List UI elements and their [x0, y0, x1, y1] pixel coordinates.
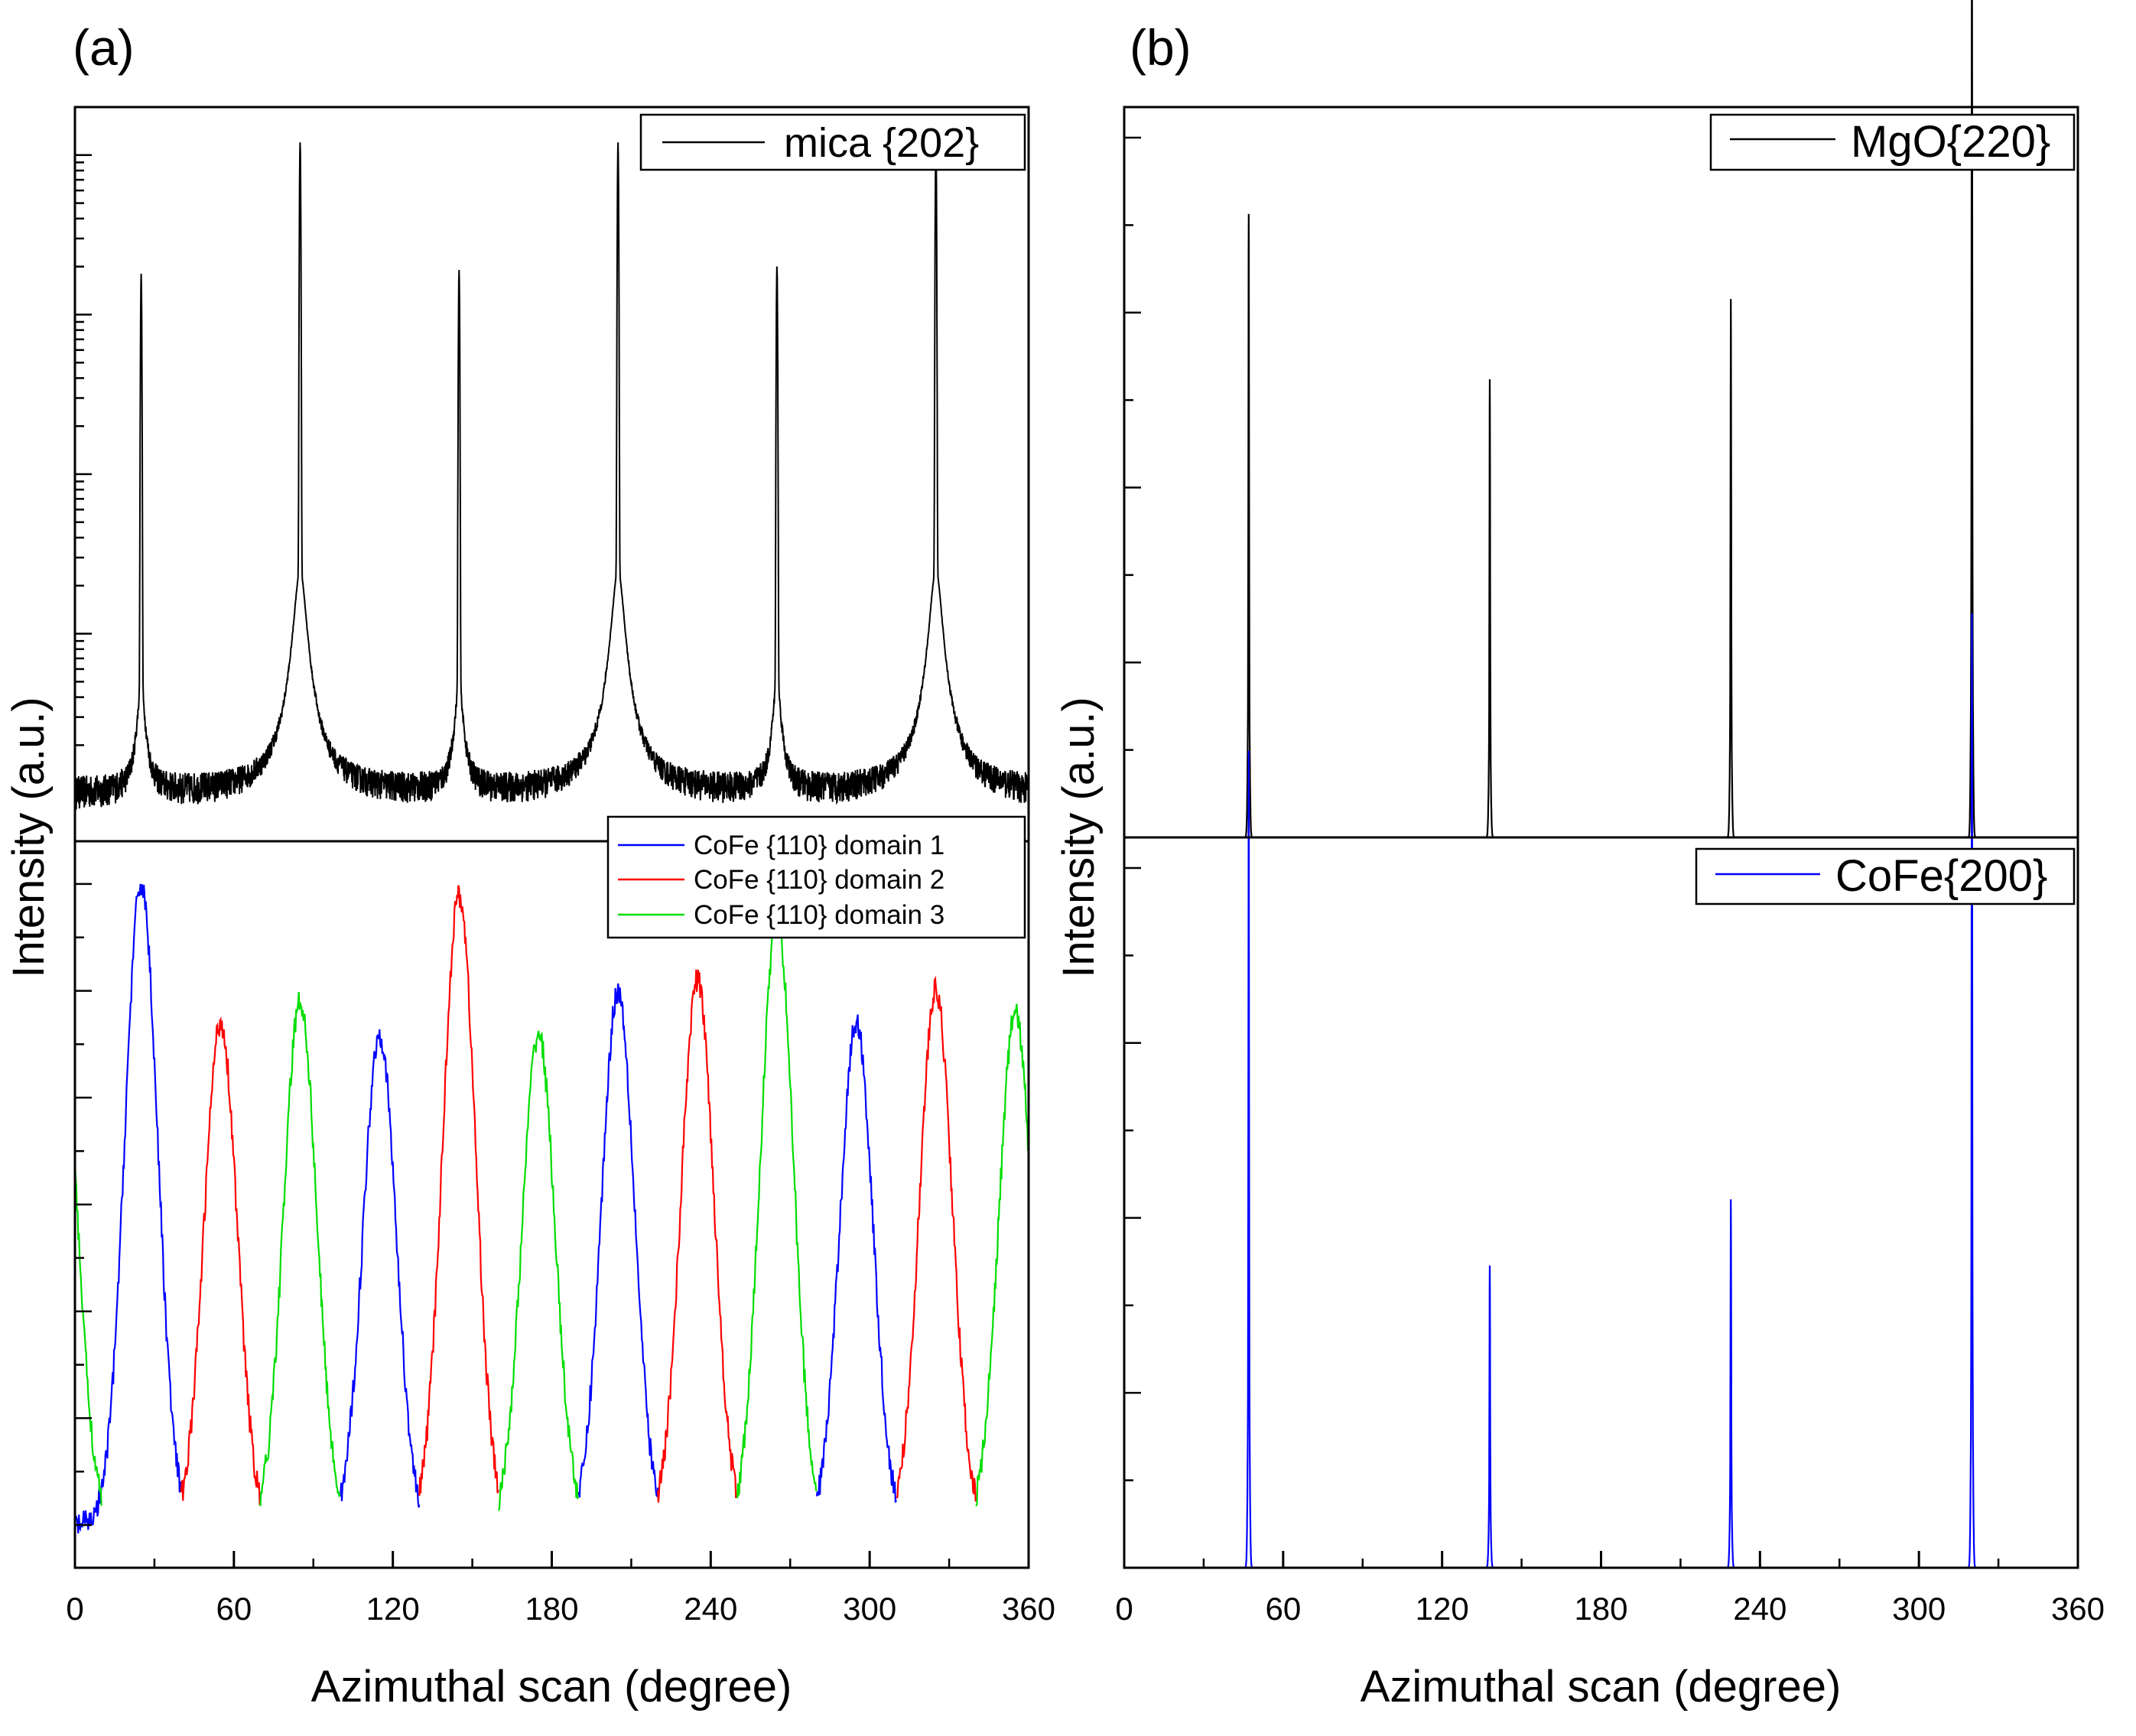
series-cofe110-domain-3-segment: [259, 992, 341, 1507]
panel-a: (a) 0 60 120 180 240 300 360 Azimuthal scan (d…: [4, 19, 1055, 1712]
panel-b-ylabel: Intensity (a.u.): [1054, 697, 1104, 977]
legend-mgo: MgO{220}: [1709, 113, 2076, 171]
panel-b-y-ticks: [1124, 136, 1141, 1569]
legend-cofe200: CoFe{200}: [1695, 847, 2076, 905]
panel-b-x-tick-label: 300: [1892, 1591, 1946, 1627]
legend-domain1-label: CoFe {110} domain 1: [694, 831, 944, 860]
panel-a-x-tick-label: 180: [525, 1591, 578, 1627]
legend-cofe110-box: [606, 815, 1026, 939]
panel-b-label: (b): [1130, 19, 1192, 76]
series-cofe110-domain-3-segment: [498, 1030, 580, 1511]
panel-a-label: (a): [73, 19, 135, 76]
panel-b-x-tick-label: 180: [1574, 1591, 1627, 1627]
panel-b-x-tick-label: 0: [1115, 1591, 1133, 1627]
series-cofe110-domain-1-segment: [339, 1029, 421, 1508]
series-cofe110-domain-2-segment: [418, 885, 500, 1497]
legend-mica: mica {202}: [639, 113, 1026, 171]
panel-a-xlabel: Azimuthal scan (degree): [311, 1662, 792, 1712]
panel-a-x-tick-label: 0: [66, 1591, 83, 1627]
panel-b-x-ticks: 0 60 120 180 240 300 360: [1115, 1551, 2105, 1627]
panel-a-x-tick-label: 240: [684, 1591, 737, 1627]
series-cofe110-domain-1-segment: [815, 1014, 897, 1503]
legend-domain3-label: CoFe {110} domain 3: [694, 900, 944, 930]
legend-mgo-box: [1709, 113, 2076, 171]
panel-b-x-tick-label: 360: [2051, 1591, 2105, 1627]
legend-domain2-label: CoFe {110} domain 2: [694, 865, 944, 895]
legend-cofe110: CoFe {110} domain 1 CoFe {110} domain 2 …: [606, 815, 1026, 939]
series-cofe110-domain-1-segment: [577, 983, 659, 1498]
panel-a-x-tick-label: 360: [1002, 1591, 1055, 1627]
legend-cofe200-label: CoFe{200}: [1835, 851, 2047, 901]
panel-a-x-tick-label: 60: [216, 1591, 252, 1627]
legend-mgo-label: MgO{220}: [1851, 117, 2050, 167]
panel-a-x-tick-label: 120: [366, 1591, 420, 1627]
series-cofe110-domain-2-segment: [657, 969, 739, 1503]
panel-a-x-tick-label: 300: [843, 1591, 896, 1627]
panel-b-x-tick-label: 60: [1265, 1591, 1301, 1627]
series-cofe110-domain-3-segment: [73, 1162, 102, 1506]
legend-mica-label: mica {202}: [784, 120, 979, 166]
panel-b-xlabel: Azimuthal scan (degree): [1361, 1662, 1842, 1712]
panel-b: (b) 0 60 120 180 240 300 360 Azimuthal scan (d…: [1054, 0, 2105, 1712]
series-mica-202: [74, 142, 1029, 810]
series-cofe110-domain-3-segment: [975, 1003, 1030, 1507]
panel-a-series: [73, 142, 1030, 1534]
panel-b-x-tick-label: 120: [1416, 1591, 1469, 1627]
series-cofe110-domain-1-segment: [73, 883, 182, 1534]
legend-cofe200-box: [1695, 847, 2076, 905]
panel-a-ylabel: Intensity (a.u.): [4, 697, 54, 977]
panel-a-y-ticks: [75, 106, 92, 1526]
series-cofe110-domain-2-segment: [180, 1016, 262, 1505]
panel-a-x-ticks: 0 60 120 180 240 300 360: [66, 1551, 1055, 1627]
panel-b-x-tick-label: 240: [1733, 1591, 1787, 1627]
series-cofe110-domain-2-segment: [896, 975, 977, 1502]
